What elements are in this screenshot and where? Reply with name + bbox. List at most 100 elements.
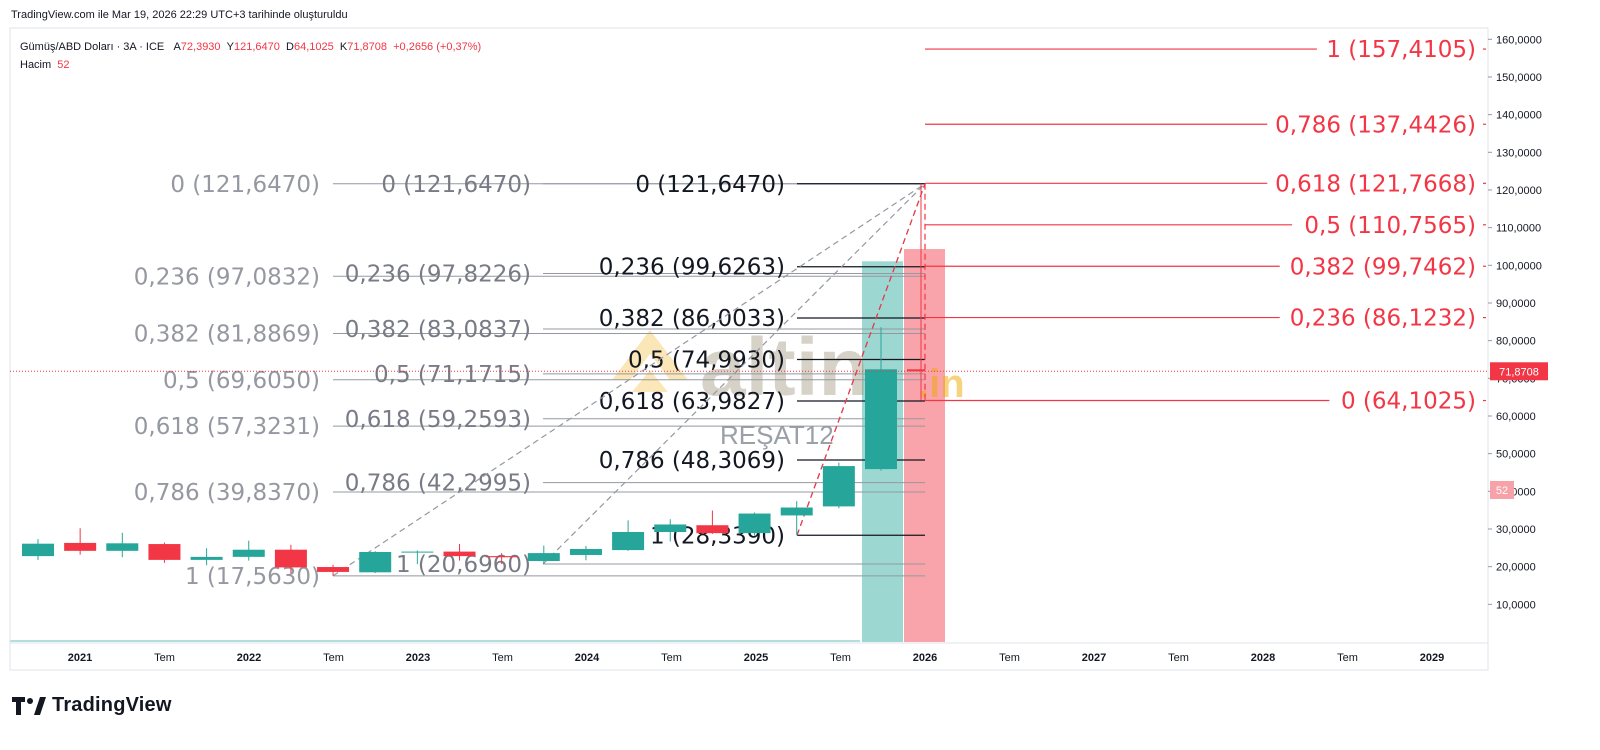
x-tick-label: 2025 bbox=[744, 652, 768, 664]
change-value: +0,2656 (+0,37%) bbox=[393, 41, 482, 53]
y-tick-label: 110,0000 bbox=[1496, 223, 1541, 235]
current-candle[interactable] bbox=[907, 369, 925, 372]
volume-label[interactable]: Hacim bbox=[20, 59, 52, 71]
candle[interactable] bbox=[569, 548, 602, 555]
candle[interactable] bbox=[738, 513, 771, 534]
x-tick-label: 2021 bbox=[68, 652, 92, 664]
symbol-name[interactable]: Gümüş/ABD Doları · 3A · ICE bbox=[20, 41, 165, 53]
tradingview-logo-text: TradingView bbox=[52, 694, 172, 716]
volume-axis-label-bg bbox=[1490, 481, 1514, 499]
current-price-label: 71,8708 bbox=[1499, 366, 1539, 378]
x-tick-label: Tem bbox=[1168, 652, 1189, 664]
fib-level-label: 1 (157,4105) bbox=[1326, 37, 1476, 63]
y-tick-label: 140,0000 bbox=[1496, 110, 1542, 122]
fib-set[interactable]: 0 (121,6470) 0,236 (97,0832) 0,382 (81,886… bbox=[134, 172, 925, 590]
fib-level-label: 0,618 (59,2593) bbox=[345, 407, 531, 433]
fib-level-label: 0,618 (121,7668) bbox=[1275, 171, 1476, 197]
x-tick-label: 2022 bbox=[237, 652, 261, 664]
fib-level-label: 0,382 (83,0837) bbox=[345, 317, 531, 343]
fib-set[interactable]: 0 (121,6470) 0,236 (99,6263) 0,382 (86,003… bbox=[599, 172, 925, 549]
x-tick-label: Tem bbox=[661, 652, 682, 664]
x-tick-label: 2024 bbox=[575, 652, 600, 664]
volume-layer bbox=[10, 249, 945, 643]
watermark-author: REŞAT12 bbox=[720, 420, 834, 450]
open-label: A bbox=[173, 41, 181, 53]
fib-level-label: 0 (121,6470) bbox=[381, 172, 531, 198]
fib-level-label: 0,5 (74,9930) bbox=[628, 348, 785, 374]
volume-value: 52 bbox=[57, 59, 70, 71]
watermark-brand-suffix: .in bbox=[918, 362, 965, 406]
candle[interactable] bbox=[274, 549, 307, 568]
close-value: 71,8708 bbox=[347, 41, 387, 53]
y-tick-label: 20,0000 bbox=[1496, 562, 1536, 574]
y-tick-label: 100,0000 bbox=[1496, 260, 1542, 272]
watermark-brand: altin bbox=[700, 322, 869, 413]
candle[interactable] bbox=[865, 369, 897, 470]
x-tick-label: Tem bbox=[323, 652, 344, 664]
fib-set[interactable]: 0 (121,6470) 0,236 (97,8226) 0,382 (83,083… bbox=[345, 172, 925, 578]
fib-level-label: 0,382 (99,7462) bbox=[1290, 254, 1476, 280]
candle[interactable] bbox=[148, 544, 181, 560]
fib-level-label: 0,236 (86,1232) bbox=[1290, 306, 1476, 332]
high-value: 121,6470 bbox=[234, 41, 280, 53]
open-value: 72,3930 bbox=[180, 41, 221, 53]
candle[interactable] bbox=[401, 551, 434, 553]
candle[interactable] bbox=[443, 551, 476, 557]
x-tick-label: Tem bbox=[154, 652, 175, 664]
candle[interactable] bbox=[22, 543, 54, 557]
fib-level-label: 0,786 (48,3069) bbox=[599, 448, 785, 474]
close-label: K bbox=[339, 41, 348, 53]
fib-level-label: 0,5 (71,1715) bbox=[374, 362, 531, 388]
tradingview-logo[interactable]: TradingView bbox=[12, 694, 172, 717]
candle[interactable] bbox=[64, 542, 97, 551]
high-label: Y bbox=[226, 41, 235, 53]
candle[interactable] bbox=[232, 549, 265, 557]
low-label: D bbox=[286, 41, 294, 53]
fib-trend-line[interactable] bbox=[332, 183, 926, 577]
candle[interactable] bbox=[780, 507, 813, 516]
candle[interactable] bbox=[654, 524, 687, 533]
candle[interactable] bbox=[696, 525, 729, 534]
fib-level-label: 0,382 (81,8869) bbox=[134, 322, 320, 348]
x-tick-label: Tem bbox=[999, 652, 1020, 664]
fib-level-label: 0,618 (63,9827) bbox=[599, 389, 785, 415]
candle[interactable] bbox=[106, 543, 139, 551]
fib-level-label: 0 (121,6470) bbox=[170, 172, 320, 198]
y-tick-label: 160,0000 bbox=[1496, 34, 1542, 46]
candle[interactable] bbox=[317, 567, 350, 572]
current-price-label-bg bbox=[1490, 362, 1548, 381]
y-tick-label: 10,0000 bbox=[1496, 599, 1536, 611]
x-tick-label: 2026 bbox=[913, 652, 937, 664]
candle[interactable] bbox=[822, 466, 855, 507]
candle[interactable] bbox=[612, 532, 645, 551]
x-tick-label: 2028 bbox=[1251, 652, 1275, 664]
y-tick-label: 130,0000 bbox=[1496, 147, 1542, 159]
low-value: 64,1025 bbox=[293, 41, 334, 53]
candle[interactable] bbox=[485, 556, 518, 558]
tradingview-logo-icon bbox=[12, 696, 46, 715]
candles-layer bbox=[22, 183, 925, 576]
y-tick-label: 30,0000 bbox=[1496, 524, 1536, 536]
candle[interactable] bbox=[359, 551, 392, 573]
y-tick-label: 80,0000 bbox=[1496, 336, 1536, 348]
fib-level-label: 0,786 (42,2995) bbox=[345, 471, 531, 497]
watermark-layer: altin .in REŞAT12 bbox=[612, 322, 965, 450]
fib-level-label: 0,786 (39,8370) bbox=[134, 480, 320, 506]
y-tick-label: 90,0000 bbox=[1496, 298, 1536, 310]
fibonacci-layer: 0 (121,6470) 0,236 (97,0832) 0,382 (81,886… bbox=[134, 37, 1486, 590]
fib-level-label: 0,236 (97,0832) bbox=[134, 264, 320, 290]
fib-level-label: 0,5 (110,7565) bbox=[1304, 213, 1476, 239]
fib-level-label: 0,5 (69,6050) bbox=[163, 368, 320, 394]
fib-red-trend-line[interactable] bbox=[796, 183, 926, 536]
fib-level-label: 0,618 (57,3231) bbox=[134, 414, 320, 440]
fib-level-label: 0,382 (86,0033) bbox=[599, 306, 785, 332]
x-tick-label: 2023 bbox=[406, 652, 430, 664]
candle[interactable] bbox=[190, 556, 223, 560]
axes-layer: 10,000020,000030,000040,000050,000060,00… bbox=[9, 27, 1548, 671]
candle[interactable] bbox=[527, 553, 560, 562]
ohlc-row: Gümüş/ABD Doları · 3A · ICE A72,3930 Y12… bbox=[20, 38, 481, 56]
watermark-logo-icon bbox=[612, 330, 688, 392]
volume-row: Hacim 52 bbox=[20, 56, 481, 74]
fib-set[interactable]: 1 (157,4105) 0,786 (137,4426) 0,618 (121,7… bbox=[925, 37, 1486, 415]
